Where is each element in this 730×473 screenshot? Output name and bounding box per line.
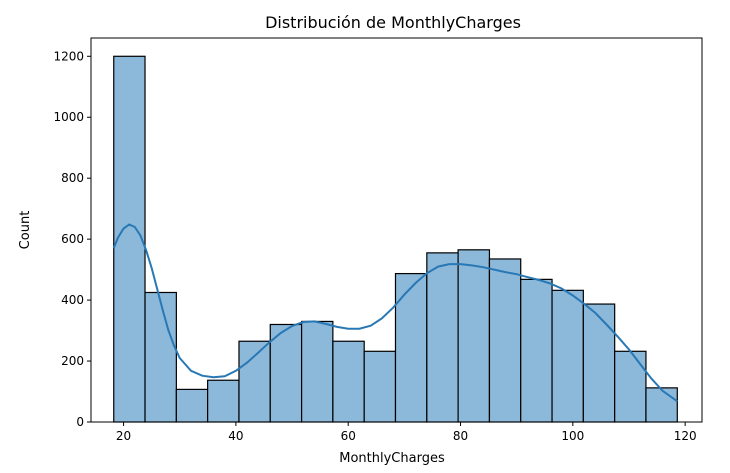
histogram-bar	[113, 55, 146, 423]
plot-frame	[90, 37, 703, 423]
histogram-bar	[269, 323, 303, 423]
histogram-bar	[144, 291, 177, 423]
histogram-bar	[426, 252, 459, 423]
histogram-bar	[394, 272, 428, 423]
histogram-bar	[645, 387, 678, 423]
x-tick-label: 80	[453, 429, 468, 443]
x-axis-ticks: 20 40 60 80 100 120	[116, 422, 697, 443]
histogram-bar	[614, 350, 647, 423]
histogram-bar	[363, 350, 397, 423]
histogram-bar	[300, 320, 334, 423]
histogram-bar	[457, 249, 491, 423]
histogram-bar	[175, 388, 209, 423]
y-axis-ticks: 0 200 400 600 800 1000 1200	[53, 49, 91, 429]
y-tick-label: 1000	[53, 110, 84, 124]
histogram-bar	[332, 340, 365, 423]
histogram-bar	[582, 303, 616, 423]
kde-line	[112, 223, 678, 403]
y-tick-label: 200	[61, 354, 84, 368]
y-tick-label: 400	[61, 293, 84, 307]
y-tick-label: 1200	[53, 49, 84, 63]
y-axis-label: Count	[18, 211, 33, 250]
histogram-bar	[551, 289, 584, 423]
x-tick-label: 100	[561, 429, 584, 443]
y-tick-label: 0	[76, 415, 84, 429]
histogram-bar	[488, 258, 522, 423]
x-tick-label: 20	[116, 429, 131, 443]
x-tick-label: 120	[674, 429, 697, 443]
y-tick-label: 600	[61, 232, 84, 246]
histogram-bar	[207, 379, 240, 423]
x-axis-label: MonthlyCharges	[339, 451, 445, 466]
histogram-bar	[238, 340, 271, 423]
histogram-bar	[520, 278, 553, 423]
histogram-bars	[113, 55, 678, 423]
x-tick-label: 60	[341, 429, 356, 443]
x-tick-label: 40	[228, 429, 243, 443]
chart-title: Distribución de MonthlyCharges	[265, 13, 521, 32]
y-tick-label: 800	[61, 171, 84, 185]
